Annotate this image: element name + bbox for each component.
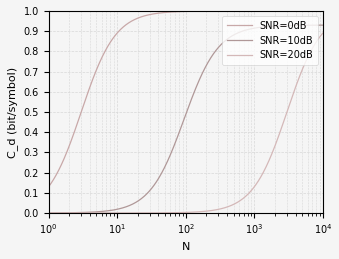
SNR=20dB (46, 211, 51, 214)
SNR=10dB (260, 25, 264, 28)
SNR=10dB (265, 25, 270, 28)
SNR=0dB (235, 9, 239, 12)
Legend: SNR=0dB, SNR=10dB, SNR=20dB: SNR=0dB, SNR=10dB, SNR=20dB (222, 16, 318, 65)
Line: SNR=10dB: SNR=10dB (48, 25, 323, 213)
SNR=10dB (157, 175, 161, 178)
SNR=0dB (167, 11, 171, 14)
SNR=20dB (157, 211, 161, 214)
SNR=20dB (75, 211, 79, 214)
SNR=10dB (235, 32, 239, 35)
SNR=20dB (235, 201, 239, 204)
SNR=0dB (157, 11, 161, 15)
SNR=20dB (167, 211, 171, 214)
Y-axis label: C_d (bit/symbol): C_d (bit/symbol) (7, 66, 18, 157)
Line: SNR=0dB: SNR=0dB (48, 11, 323, 187)
SNR=0dB (321, 9, 325, 12)
SNR=10dB (321, 24, 325, 27)
SNR=20dB (260, 172, 264, 176)
SNR=20dB (321, 32, 325, 35)
SNR=20dB (265, 163, 270, 166)
SNR=10dB (46, 211, 51, 214)
SNR=0dB (75, 124, 79, 127)
SNR=10dB (167, 156, 171, 159)
X-axis label: N: N (181, 242, 190, 252)
SNR=0dB (260, 9, 264, 12)
SNR=0dB (265, 9, 270, 12)
SNR=0dB (46, 185, 51, 189)
Line: SNR=20dB: SNR=20dB (48, 33, 323, 213)
SNR=10dB (75, 211, 79, 214)
